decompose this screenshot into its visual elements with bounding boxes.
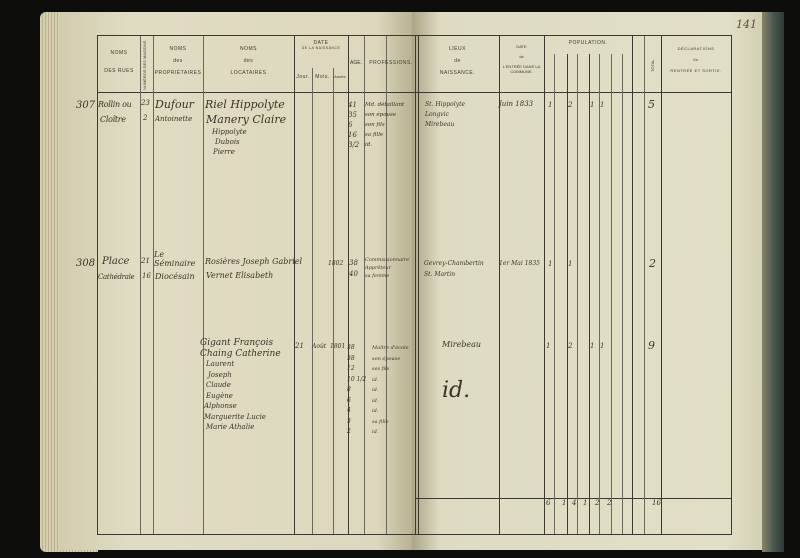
header-tenants: NOMS des LOCATAIRES [230, 46, 267, 76]
tenant-name: Riel Hippolyte [205, 98, 285, 111]
birthplace-ditto: id. [442, 378, 471, 403]
header-age: AGE. [350, 60, 362, 66]
birthplaces: St. Hippolyte Longvic Mirebeau [425, 101, 466, 128]
population-total: 4 [572, 499, 577, 507]
entry-date: Juin 1833 [499, 100, 534, 108]
entry-number: 308 [76, 258, 96, 269]
tenant-name: Pierre [213, 148, 235, 156]
right-page [412, 12, 762, 550]
tenant-name: Hippolyte [212, 128, 247, 136]
tenant-name: Rosières Joseph Gabriel [205, 257, 303, 266]
population-count: 1 [568, 260, 573, 268]
street-name: Rollin ou [98, 100, 132, 109]
birthplaces: Gevrey-Chambertin St. Martin [424, 260, 484, 278]
ages: 38 38 12 10 1/2 8 6 4 3 2 [347, 344, 367, 435]
header-birthplace: LIEUX de NAISSANCE. [439, 46, 476, 76]
header-day: Jour. [296, 74, 310, 80]
total-count: 2 [649, 257, 656, 270]
population-count: 1 [548, 260, 553, 268]
birthplace: Mirebeau [442, 340, 482, 349]
header-owners: NOMS des PROPRIÉTAIRES [154, 46, 202, 76]
population-total: 1 [583, 499, 588, 507]
tenant-list: Gigant François Chaing Catherine Laurent … [200, 338, 281, 431]
header-house-numbers: NUMÉROS DES MAISONS [142, 40, 147, 90]
ages: 41 35 6 16 3/2 [348, 101, 360, 149]
population-total: 1 [562, 499, 567, 507]
house-number: 23 [141, 99, 150, 107]
owner-name: Antoinette [155, 115, 193, 123]
population-count: 1 [600, 342, 605, 350]
house-number: 16 [142, 272, 151, 280]
left-page [60, 12, 412, 550]
population-count: 1 [600, 101, 605, 109]
total-count: 9 [648, 339, 655, 352]
population-total: 2 [595, 499, 600, 507]
tenant-name: Dubois [215, 138, 240, 146]
ages: 38 40 [349, 259, 358, 278]
tenant-name: Vernet Elisabeth [206, 271, 274, 280]
professions: Maître d'école son épouse ses fils id. id. id… [372, 345, 409, 435]
book-cover-edge [762, 12, 784, 552]
birth-year: 1802 [328, 260, 344, 267]
professions: Md. détaillant son épouse son fils sa fille… [365, 102, 405, 148]
header-entry-date: DATE de L'ENTRÉE DANS LA COMMUNE. [502, 44, 541, 74]
right-register-table: LIEUX de NAISSANCE. DATE de L'ENTRÉE DANS LA… [415, 35, 732, 535]
population-count: 2 [568, 101, 573, 109]
header-month: Mois. [315, 74, 330, 80]
owner-name: Dufour [155, 98, 194, 111]
house-number: 21 [141, 257, 150, 265]
header-total: TOTAL [650, 59, 655, 73]
population-count: 1 [590, 101, 595, 109]
header-declarations: DÉCLARATIONS de RENTRÉE ET SORTIE. [670, 46, 722, 73]
header-year: Année. [334, 74, 347, 79]
population-total: 2 [607, 499, 612, 507]
birth-year: 1801 [330, 343, 346, 350]
population-total: 6 [546, 499, 551, 507]
professions: Commissionnaire Apprêteur sa femme [365, 257, 410, 279]
birth-day: 21 [295, 342, 304, 350]
street-name: Place [102, 256, 130, 267]
header-street: NOMS DES RUES [104, 50, 134, 74]
header-birth-date: DATE DE LA NAISSANCE [301, 40, 341, 50]
birth-month: Août [312, 343, 327, 350]
left-register-table: NOMS DES RUES NUMÉROS DES MAISONS NOMS des… [97, 35, 419, 535]
grand-total: 16 [652, 499, 661, 507]
total-count: 5 [648, 98, 655, 111]
entry-number: 307 [76, 100, 96, 111]
population-count: 1 [546, 342, 551, 350]
tenant-name: Manery Claire [206, 113, 287, 126]
folio-number: 141 [736, 18, 757, 31]
street-name: Cathédrale [98, 273, 135, 281]
house-number: 2 [143, 114, 148, 122]
population-count: 1 [548, 101, 553, 109]
entry-date: 1er Mai 1835 [499, 260, 540, 267]
population-count: 2 [568, 342, 573, 350]
owner-name: Le Séminaire [154, 250, 196, 268]
population-count: 1 [590, 342, 595, 350]
header-profession: PROFESSIONS. [369, 60, 413, 66]
owner-name: Diocésain [155, 272, 195, 281]
header-population: POPULATION. [568, 40, 608, 46]
street-name: Cloître [100, 115, 126, 124]
